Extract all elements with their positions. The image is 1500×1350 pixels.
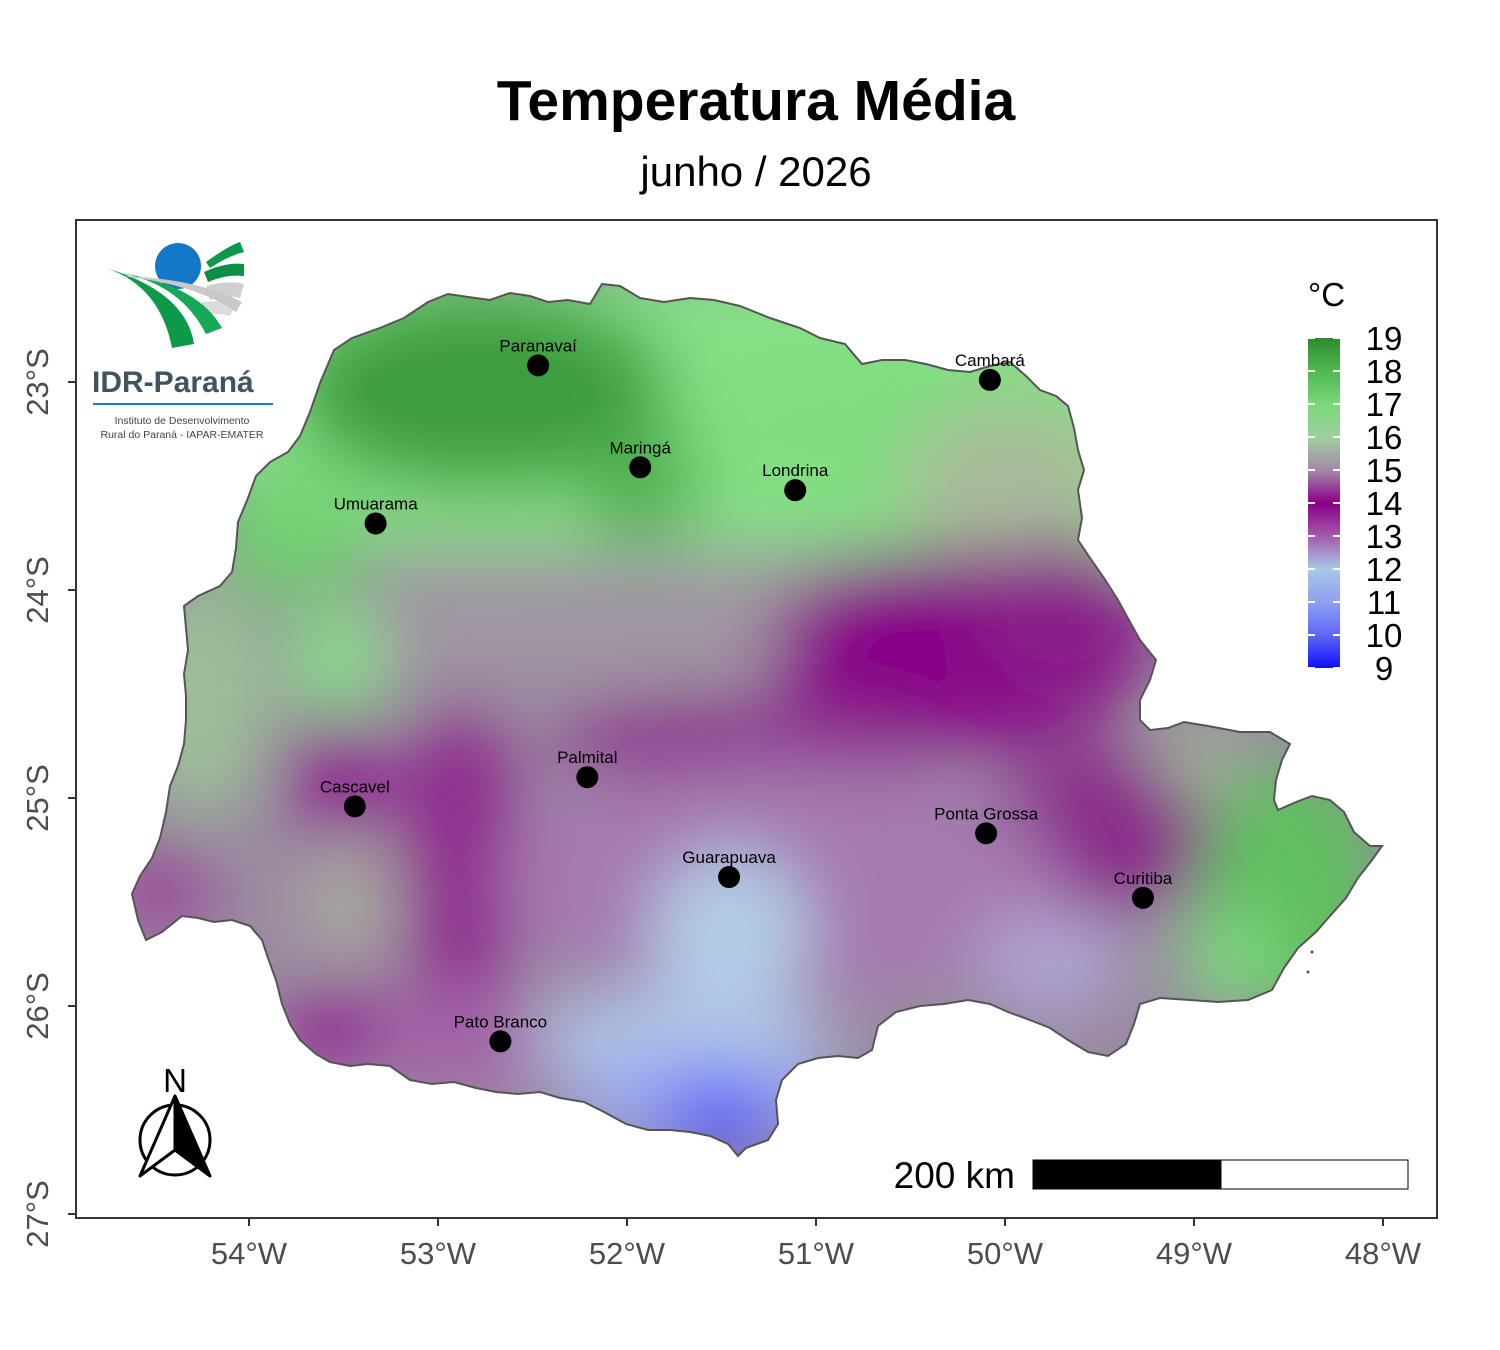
city-marker: Curitiba <box>1114 869 1173 909</box>
legend-tick-label: 11 <box>1367 584 1401 621</box>
legend-tick-label: 10 <box>1366 617 1403 654</box>
idr-logo: IDR-Paraná Instituto de Desenvolvimento … <box>92 242 273 441</box>
legend-tick-label: 14 <box>1366 485 1403 522</box>
x-axis: 54°W 53°W 52°W 51°W 50°W 49°W 48°W <box>211 1218 1422 1271</box>
legend-tick-label: 17 <box>1366 386 1403 423</box>
legend-tick-label: 9 <box>1375 650 1393 687</box>
city-label: Maringá <box>610 438 672 457</box>
legend-tick-label: 15 <box>1366 452 1403 489</box>
city-marker: Maringá <box>610 438 672 479</box>
y-tick-label: 27°S <box>20 1180 55 1248</box>
city-marker: Cascavel <box>320 777 390 818</box>
y-tick-label: 24°S <box>20 556 55 624</box>
city-dot <box>629 456 652 479</box>
legend-tick-label: 12 <box>1366 551 1403 588</box>
city-label: Cascavel <box>320 777 390 796</box>
city-dot <box>784 479 807 502</box>
city-label: Londrina <box>762 461 829 480</box>
city-marker: Ponta Grossa <box>934 804 1039 845</box>
x-tick-label: 49°W <box>1156 1236 1233 1271</box>
logo-divider <box>93 403 273 405</box>
city-marker: Palmital <box>557 748 618 789</box>
city-label: Palmital <box>557 748 617 767</box>
legend-tick-label: 19 <box>1366 320 1403 357</box>
north-label: N <box>163 1062 187 1099</box>
city-label: Pato Branco <box>454 1012 548 1031</box>
x-tick-label: 50°W <box>967 1236 1044 1271</box>
city-label: Guarapuava <box>682 848 776 867</box>
city-dot <box>489 1030 512 1053</box>
city-label: Cambará <box>955 351 1025 370</box>
legend-tick-label: 18 <box>1366 353 1403 390</box>
scale-bar: 200 km <box>894 1155 1409 1196</box>
city-dot <box>718 866 741 889</box>
city-dot <box>1131 886 1154 909</box>
x-tick-label: 51°W <box>778 1236 855 1271</box>
scale-bar-black-segment <box>1032 1159 1222 1190</box>
logo-name: IDR-Paraná <box>92 366 254 399</box>
logo-emblem-icon <box>106 242 244 348</box>
scale-bar-white-segment <box>1220 1159 1409 1190</box>
legend-title: °C <box>1308 276 1345 313</box>
legend-tick-label: 16 <box>1366 419 1403 456</box>
x-tick-label: 48°W <box>1345 1236 1422 1271</box>
city-label: Umuarama <box>334 494 419 513</box>
y-tick-label: 26°S <box>20 972 55 1040</box>
city-dot <box>527 354 550 377</box>
city-dot <box>343 795 366 818</box>
map-title: Temperatura Média <box>496 69 1016 133</box>
city-marker: Paranavaí <box>499 336 577 377</box>
city-marker: Umuarama <box>334 494 419 535</box>
city-dot <box>576 766 599 789</box>
city-label: Paranavaí <box>499 336 577 355</box>
scale-bar-label: 200 km <box>894 1155 1015 1196</box>
y-tick-label: 23°S <box>20 348 55 416</box>
x-tick-label: 54°W <box>211 1236 288 1271</box>
city-marker: Cambará <box>955 351 1025 391</box>
x-tick-label: 53°W <box>400 1236 477 1271</box>
city-marker: Guarapuava <box>682 848 776 889</box>
logo-tagline-2: Rural do Paraná - IAPAR-EMATER <box>101 429 264 441</box>
city-marker: Pato Branco <box>454 1012 548 1053</box>
city-label: Ponta Grossa <box>934 804 1038 823</box>
x-tick-label: 52°W <box>589 1236 666 1271</box>
city-dot <box>975 822 998 845</box>
y-axis: 23°S 24°S 25°S 26°S 27°S <box>20 348 76 1248</box>
city-dot <box>978 368 1001 391</box>
legend-tick-label: 13 <box>1366 518 1403 555</box>
island-dot <box>1306 970 1310 974</box>
map-subtitle: junho / 2026 <box>640 148 872 195</box>
north-arrow: N <box>138 1062 212 1178</box>
city-markers: Paranavaí Cambará Maringá Londrina Umuarama P… <box>320 336 1173 1053</box>
city-dot <box>364 512 387 535</box>
logo-tagline-1: Instituto de Desenvolvimento <box>115 415 250 427</box>
north-arrow-right-icon <box>173 1094 212 1178</box>
city-label: Curitiba <box>1114 869 1173 888</box>
city-marker: Londrina <box>762 461 829 502</box>
y-tick-label: 25°S <box>20 764 55 832</box>
island-dot <box>1310 950 1314 954</box>
